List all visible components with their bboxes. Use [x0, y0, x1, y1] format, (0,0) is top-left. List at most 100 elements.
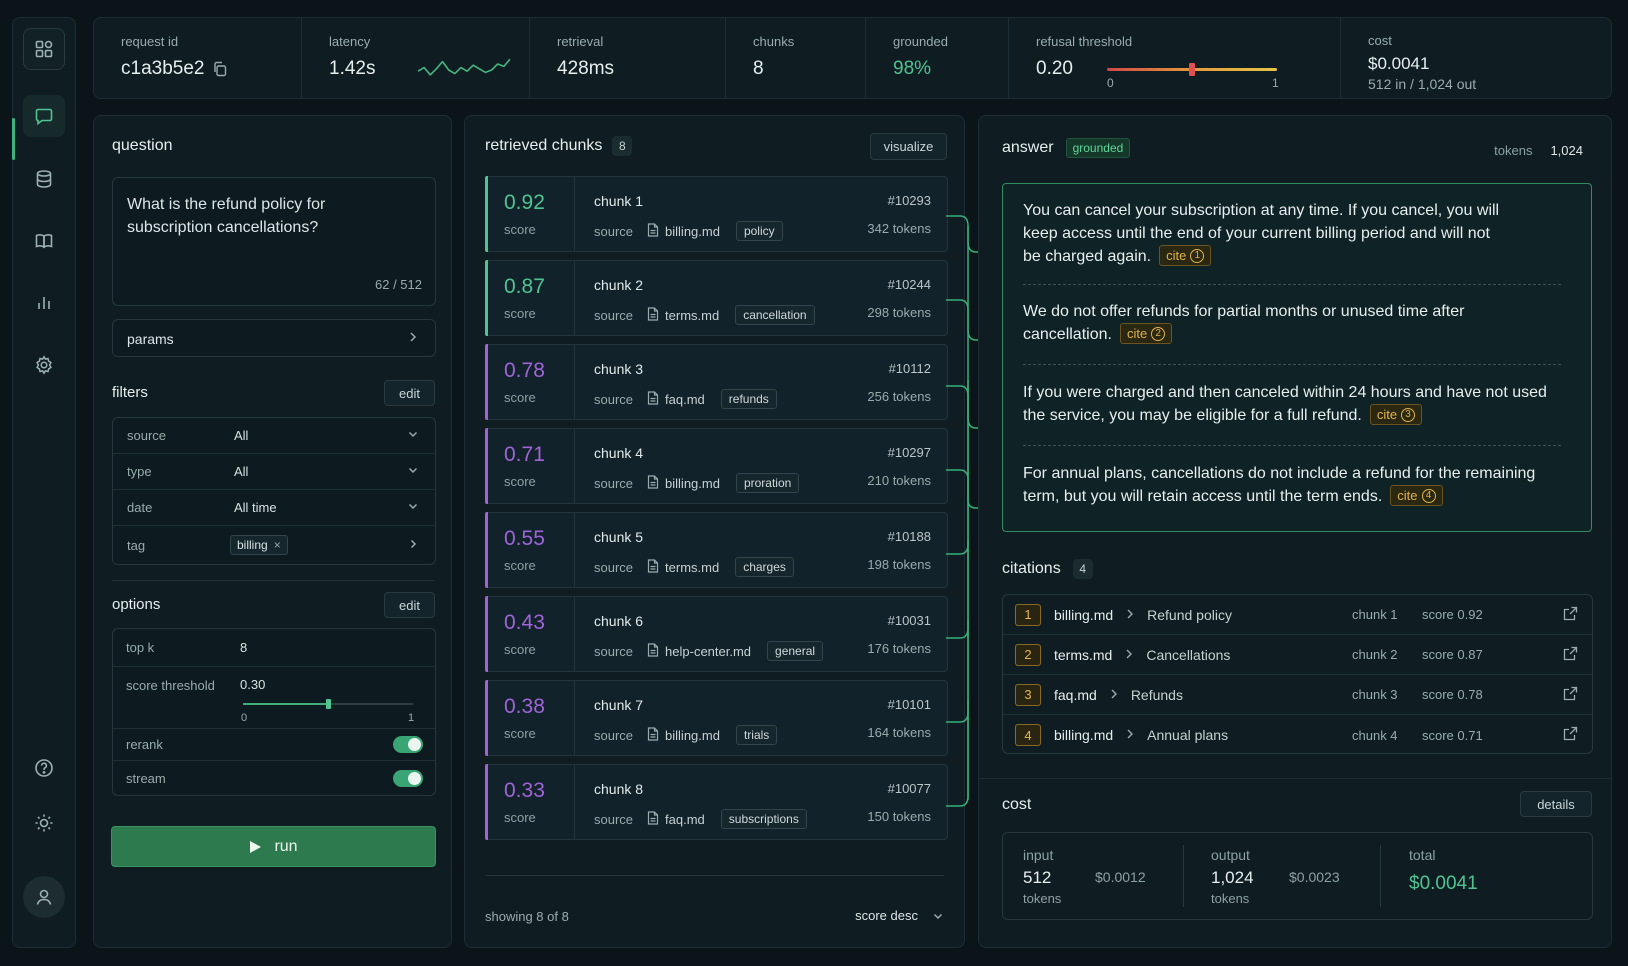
cite-button[interactable]: cite 4: [1390, 485, 1443, 506]
citation-row[interactable]: 4 billing.md Annual plans chunk 4 score 0.71: [1003, 715, 1592, 755]
option-label: stream: [126, 770, 166, 786]
close-icon[interactable]: ×: [273, 538, 281, 552]
chevron-right-icon: [1109, 687, 1119, 703]
paragraph-text: You can cancel your subscription at any …: [1023, 202, 1500, 265]
divider: [1380, 845, 1381, 907]
citation-row[interactable]: 2 terms.md Cancellations chunk 2 score 0.87: [1003, 635, 1592, 675]
chunks-panel: retrieved chunks 8 visualize 0.92 score ch…: [464, 115, 965, 948]
score-bar: [485, 764, 488, 840]
stream-toggle[interactable]: [393, 769, 423, 787]
details-button[interactable]: details: [1520, 791, 1592, 817]
run-button[interactable]: run: [111, 826, 436, 867]
cite-button[interactable]: cite 1: [1159, 245, 1212, 266]
citation-file[interactable]: terms.md: [1054, 646, 1113, 663]
stat-latency: latency 1.42s: [302, 18, 530, 98]
tokens-label: tokens: [1494, 143, 1533, 158]
external-link-icon[interactable]: [1563, 686, 1578, 704]
cite-label: cite: [1397, 488, 1418, 503]
source-file[interactable]: billing.md: [665, 475, 720, 491]
source-label: source: [594, 307, 634, 323]
copy-icon[interactable]: [212, 61, 228, 77]
source-file[interactable]: terms.md: [665, 307, 720, 323]
total-value: $0.0041: [1409, 873, 1478, 894]
citation-row[interactable]: 1 billing.md Refund policy chunk 1 score 0.9…: [1003, 595, 1592, 635]
option-label: score threshold: [126, 678, 215, 693]
chunk-tokens: 164 tokens: [867, 725, 931, 740]
sort-dropdown[interactable]: score desc: [855, 908, 944, 923]
database-icon[interactable]: [23, 158, 65, 200]
input-price: $0.0012: [1095, 869, 1146, 885]
visualize-button[interactable]: visualize: [870, 133, 947, 160]
user-avatar-icon[interactable]: [23, 876, 65, 918]
question-input[interactable]: What is the refund policy for subscripti…: [112, 177, 436, 306]
score-bar: [485, 260, 488, 336]
params-label: params: [127, 331, 174, 347]
cite-button[interactable]: cite 3: [1369, 404, 1423, 425]
slider-thumb[interactable]: [326, 699, 331, 709]
cite-button[interactable]: cite 2: [1119, 323, 1173, 344]
divider: [1023, 364, 1561, 365]
tag-chip[interactable]: billing ×: [230, 535, 288, 555]
chunk-tag: policy: [735, 221, 783, 241]
score-label: score: [504, 642, 536, 657]
filter-row-source[interactable]: source All: [113, 418, 435, 454]
source-file[interactable]: help-center.md: [665, 643, 752, 659]
score-label: score: [504, 558, 536, 573]
chunk-card[interactable]: 0.43 score chunk 6 source help-center.md gene…: [485, 596, 948, 672]
slider-fill: [243, 703, 328, 705]
book-icon[interactable]: [23, 220, 65, 262]
citation-file[interactable]: billing.md: [1054, 727, 1114, 743]
options-edit-button[interactable]: edit: [384, 592, 435, 618]
chunk-card[interactable]: 0.33 score chunk 8 source faq.md subscription…: [485, 764, 948, 840]
question-text[interactable]: What is the refund policy for subscripti…: [127, 196, 326, 236]
slider-thumb[interactable]: [1189, 63, 1195, 76]
stat-label: grounded: [893, 34, 948, 49]
top-k-value[interactable]: 8: [240, 640, 248, 655]
chunk-source: source terms.md charges: [594, 557, 794, 577]
external-link-icon[interactable]: [1563, 726, 1578, 744]
grounded-value: 98%: [893, 58, 932, 79]
rerank-toggle[interactable]: [393, 736, 423, 753]
source-file[interactable]: billing.md: [665, 727, 720, 743]
sun-icon[interactable]: [23, 802, 65, 844]
source-file[interactable]: faq.md: [665, 391, 705, 407]
chunk-id: #10188: [887, 529, 931, 544]
score-bar: [485, 596, 488, 672]
grounded-badge: grounded: [1065, 138, 1131, 158]
filter-row-type[interactable]: type All: [113, 454, 435, 490]
cite-number: 4: [1421, 488, 1436, 503]
help-icon[interactable]: [23, 747, 65, 789]
citation-row[interactable]: 3 faq.md Refunds chunk 3 score 0.78: [1003, 675, 1592, 715]
refusal-threshold-slider[interactable]: [1107, 63, 1277, 76]
source-file[interactable]: faq.md: [665, 811, 705, 827]
source-file[interactable]: billing.md: [665, 223, 720, 239]
filter-row-date[interactable]: date All time: [113, 490, 435, 526]
params-button[interactable]: params: [112, 319, 436, 357]
latency-value: 1.42s: [329, 58, 376, 79]
source-file[interactable]: terms.md: [665, 559, 720, 575]
chunk-card[interactable]: 0.87 score chunk 2 source terms.md cancellati…: [485, 260, 948, 336]
nav-rail: [12, 17, 76, 948]
chevron-right-icon: [1125, 727, 1135, 743]
filter-row-tag[interactable]: tag billing ×: [113, 526, 435, 564]
citation-file[interactable]: faq.md: [1054, 686, 1097, 703]
option-top-k[interactable]: top k 8: [113, 629, 435, 667]
chunk-card[interactable]: 0.55 score chunk 5 source terms.md charges #10…: [485, 512, 948, 588]
external-link-icon[interactable]: [1563, 606, 1578, 624]
chunk-source: source billing.md trials: [594, 725, 778, 745]
bar-chart-icon[interactable]: [23, 282, 65, 324]
dashboard-icon[interactable]: [23, 28, 65, 70]
filters-edit-button[interactable]: edit: [384, 380, 435, 406]
citation-file[interactable]: billing.md: [1054, 606, 1114, 623]
chunk-score: 0.87: [504, 275, 545, 298]
chat-icon[interactable]: [23, 95, 65, 137]
chunk-card[interactable]: 0.38 score chunk 7 source billing.md trials #1…: [485, 680, 948, 756]
chunk-card[interactable]: 0.92 score chunk 1 source billing.md policy #1…: [485, 176, 948, 252]
chunk-card[interactable]: 0.71 score chunk 4 source billing.md proratio…: [485, 428, 948, 504]
external-link-icon[interactable]: [1563, 646, 1578, 664]
citations-list: 1 billing.md Refund policy chunk 1 score 0.9…: [1002, 594, 1593, 754]
chunk-card[interactable]: 0.78 score chunk 3 source faq.md refunds #1011…: [485, 344, 948, 420]
chunk-source: source faq.md subscriptions: [594, 809, 807, 829]
gear-icon[interactable]: [23, 344, 65, 386]
score-threshold-slider[interactable]: [243, 699, 413, 709]
